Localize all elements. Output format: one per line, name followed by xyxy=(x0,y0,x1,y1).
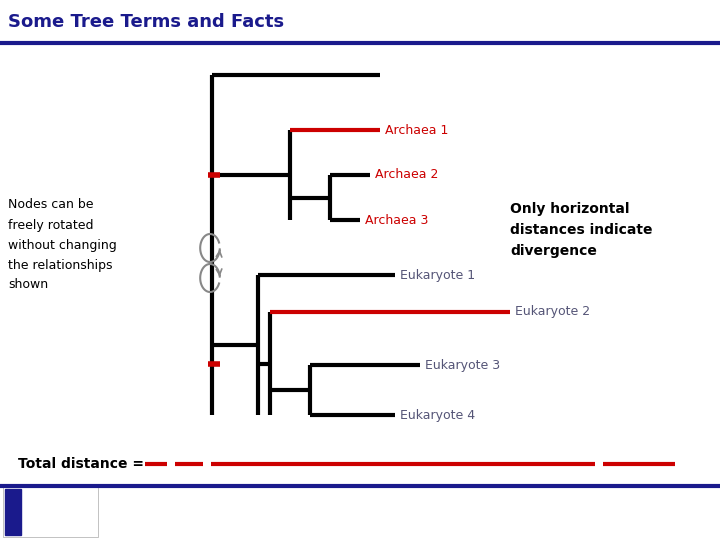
Text: Archaea 3: Archaea 3 xyxy=(365,213,428,226)
Text: Archaea 1: Archaea 1 xyxy=(385,124,449,137)
Text: Nodes can be
freely rotated
without changing
the relationships
shown: Nodes can be freely rotated without chan… xyxy=(8,199,117,292)
Bar xyxy=(0,0,720,43)
Text: Eukaryote 2: Eukaryote 2 xyxy=(515,306,590,319)
Text: Eukaryote 1: Eukaryote 1 xyxy=(400,268,475,281)
Bar xyxy=(5,489,21,535)
Bar xyxy=(3,487,98,537)
Text: Total distance =: Total distance = xyxy=(18,457,144,471)
Text: sanger: sanger xyxy=(26,500,69,510)
Text: Eukaryote 3: Eukaryote 3 xyxy=(425,359,500,372)
Text: Some Tree Terms and Facts: Some Tree Terms and Facts xyxy=(8,13,284,31)
Text: Only horizontal
distances indicate
divergence: Only horizontal distances indicate diver… xyxy=(510,202,652,258)
Text: Eukaryote 4: Eukaryote 4 xyxy=(400,408,475,422)
Text: Archaea 2: Archaea 2 xyxy=(375,168,438,181)
Text: institute: institute xyxy=(26,518,61,528)
